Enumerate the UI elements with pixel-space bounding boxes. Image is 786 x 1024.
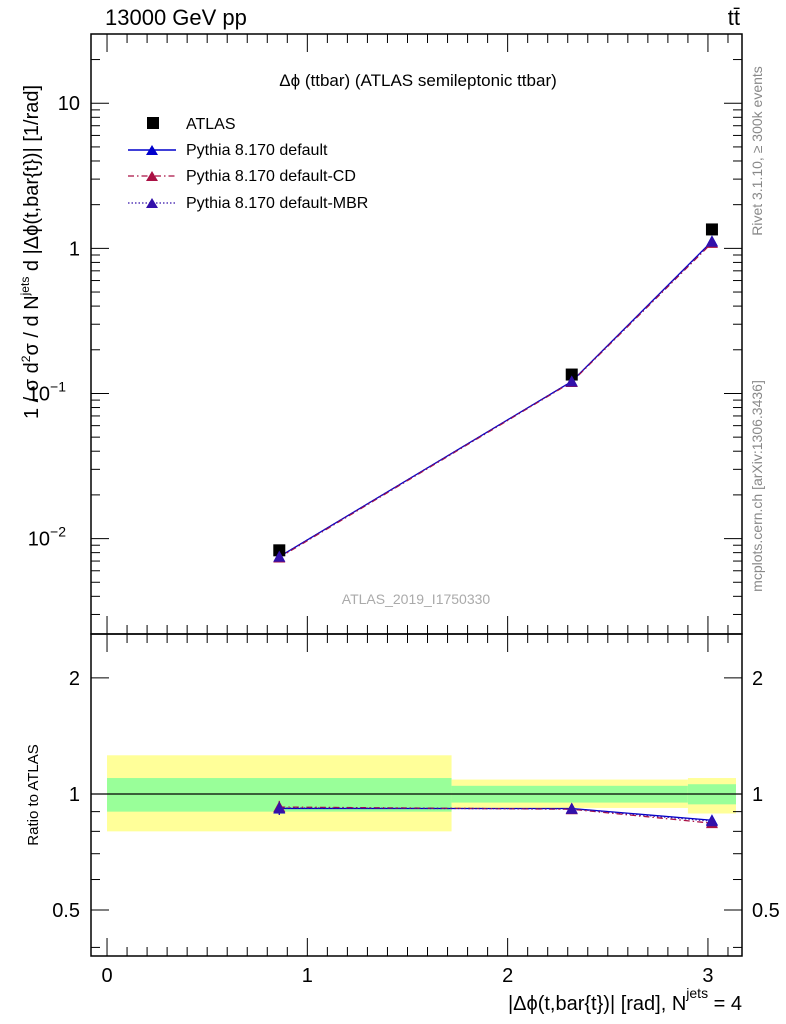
ratio-y-tick-label: 2: [69, 668, 80, 690]
ratio-y-axis-label: Ratio to ATLAS: [25, 744, 42, 845]
series-line-2: [278, 242, 713, 559]
y-tick-label: 1: [69, 238, 80, 260]
ratio-line-1: [279, 806, 713, 824]
series-line-1: [278, 240, 713, 558]
data-point-atlas: [273, 544, 286, 557]
legend-marker-cd: [146, 171, 158, 181]
y-tick-label: 10−2: [28, 524, 66, 551]
process-label: tt̄: [728, 5, 740, 30]
legend-label-default: Pythia 8.170 default: [186, 142, 328, 159]
legend-label-cd: Pythia 8.170 default-CD: [186, 168, 356, 185]
y-tick-label: 10: [58, 93, 80, 115]
x-tick-label: 2: [502, 965, 513, 987]
data-point-atlas: [565, 368, 578, 381]
mc-point-3: [565, 375, 578, 387]
plot-title: Δϕ (ttbar) (ATLAS semileptonic ttbar): [279, 71, 557, 90]
ratio-plot-frame: [90, 633, 743, 957]
y-axis-label: 1 / σ d2σ / d Njets d |Δϕ(t,bar{t})| [1/…: [18, 85, 43, 419]
series-line-3: [278, 241, 713, 558]
legend-label-mbr: Pythia 8.170 default-MBR: [186, 195, 368, 212]
ratio-point-2: [565, 802, 578, 814]
x-tick-label: 1: [302, 965, 313, 987]
x-axis-label: |Δϕ(t,bar{t})| [rad], Njets = 4: [508, 985, 742, 1015]
legend-marker-atlas: [147, 117, 159, 129]
legend: ATLAS Pythia 8.170 default Pythia 8.170 …: [128, 116, 368, 212]
ratio-series: [273, 800, 718, 829]
rivet-label: Rivet 3.1.10, ≥ 300k events: [749, 66, 765, 236]
ratio-y-tick-label: 1: [69, 784, 80, 806]
ratio-y-tick-label: 0.5: [52, 900, 80, 922]
main-series: [273, 223, 718, 563]
y-tick-label: 10−1: [28, 378, 66, 405]
ratio-y-tick-label-right: 0.5: [752, 900, 780, 922]
ratio-line-2: [279, 807, 713, 822]
analysis-watermark: ATLAS_2019_I1750330: [342, 591, 491, 607]
x-tick-label: 0: [101, 965, 112, 987]
energy-label: 13000 GeV pp: [105, 5, 247, 30]
legend-marker-default: [146, 145, 158, 155]
tick-labels: 0 1 2 3 10−2 10−1 1 10 0.5 0.5 1 1 2 2: [28, 93, 780, 987]
legend-marker-mbr: [146, 198, 158, 208]
ratio-y-tick-label-right: 1: [752, 784, 763, 806]
x-tick-label: 3: [702, 965, 713, 987]
uncertainty-bands: [107, 755, 736, 832]
ratio-point-2: [705, 815, 718, 827]
ratio-y-tick-label-right: 2: [752, 668, 763, 690]
ratio-point-2: [273, 801, 286, 813]
legend-label-atlas: ATLAS: [186, 116, 236, 133]
data-point-atlas: [705, 223, 718, 236]
mcplots-label: mcplots.cern.ch [arXiv:1306.3436]: [749, 380, 765, 592]
axis-ticks: [91, 33, 742, 956]
mc-point-3: [273, 550, 286, 562]
mc-point-3: [705, 235, 718, 247]
